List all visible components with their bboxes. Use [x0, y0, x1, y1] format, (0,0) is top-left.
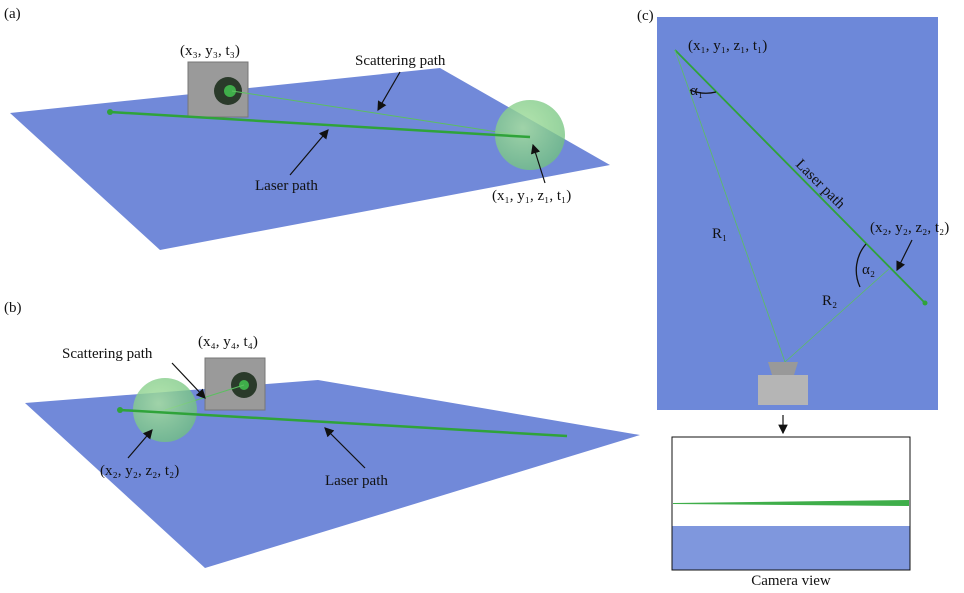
camera-point-label: (x₃, y₃, t₃)	[180, 43, 240, 59]
range-2-label: R₂	[822, 293, 837, 309]
panel-label: (a)	[4, 6, 21, 22]
point-2-label: (x₂, y₂, z₂, t₂)	[870, 220, 949, 236]
scattering-label: Scattering path	[62, 346, 153, 362]
sphere-point-label: (x₂, y₂, z₂, t₂)	[100, 463, 179, 479]
range-1-label: R₁	[712, 226, 727, 242]
panel-b: (b) (x₄, y₄, t₄) Scattering path Laser p…	[4, 300, 640, 568]
laser-label: Laser path	[255, 178, 318, 194]
laser-end	[923, 301, 928, 306]
point-1-label: (x₁, y₁, z₁, t₁)	[688, 38, 767, 54]
laser-source	[117, 407, 123, 413]
figure: (a) (x₃, y₃, t₃) Scattering path Laser p…	[0, 0, 964, 593]
camera-view-floor	[673, 526, 910, 570]
panel-label: (c)	[637, 8, 654, 24]
sphere	[133, 378, 197, 442]
laser-source	[107, 109, 113, 115]
camera-lens	[768, 362, 798, 375]
panel-label: (b)	[4, 300, 22, 316]
camera-view-label: Camera view	[751, 573, 831, 589]
camera-box	[758, 375, 808, 405]
panel-a: (a) (x₃, y₃, t₃) Scattering path Laser p…	[4, 6, 610, 250]
sphere-point-label: (x₁, y₁, z₁, t₁)	[492, 188, 571, 204]
panel-c: (c) (x₁, y₁, z₁, t₁) α₁ Laser path (x₂, …	[637, 8, 949, 589]
scattering-label: Scattering path	[355, 53, 446, 69]
angle-2-label: α₂	[862, 262, 875, 278]
angle-1-label: α₁	[690, 83, 703, 99]
laser-label: Laser path	[325, 473, 388, 489]
camera-point-label: (x₄, y₄, t₄)	[198, 334, 258, 350]
